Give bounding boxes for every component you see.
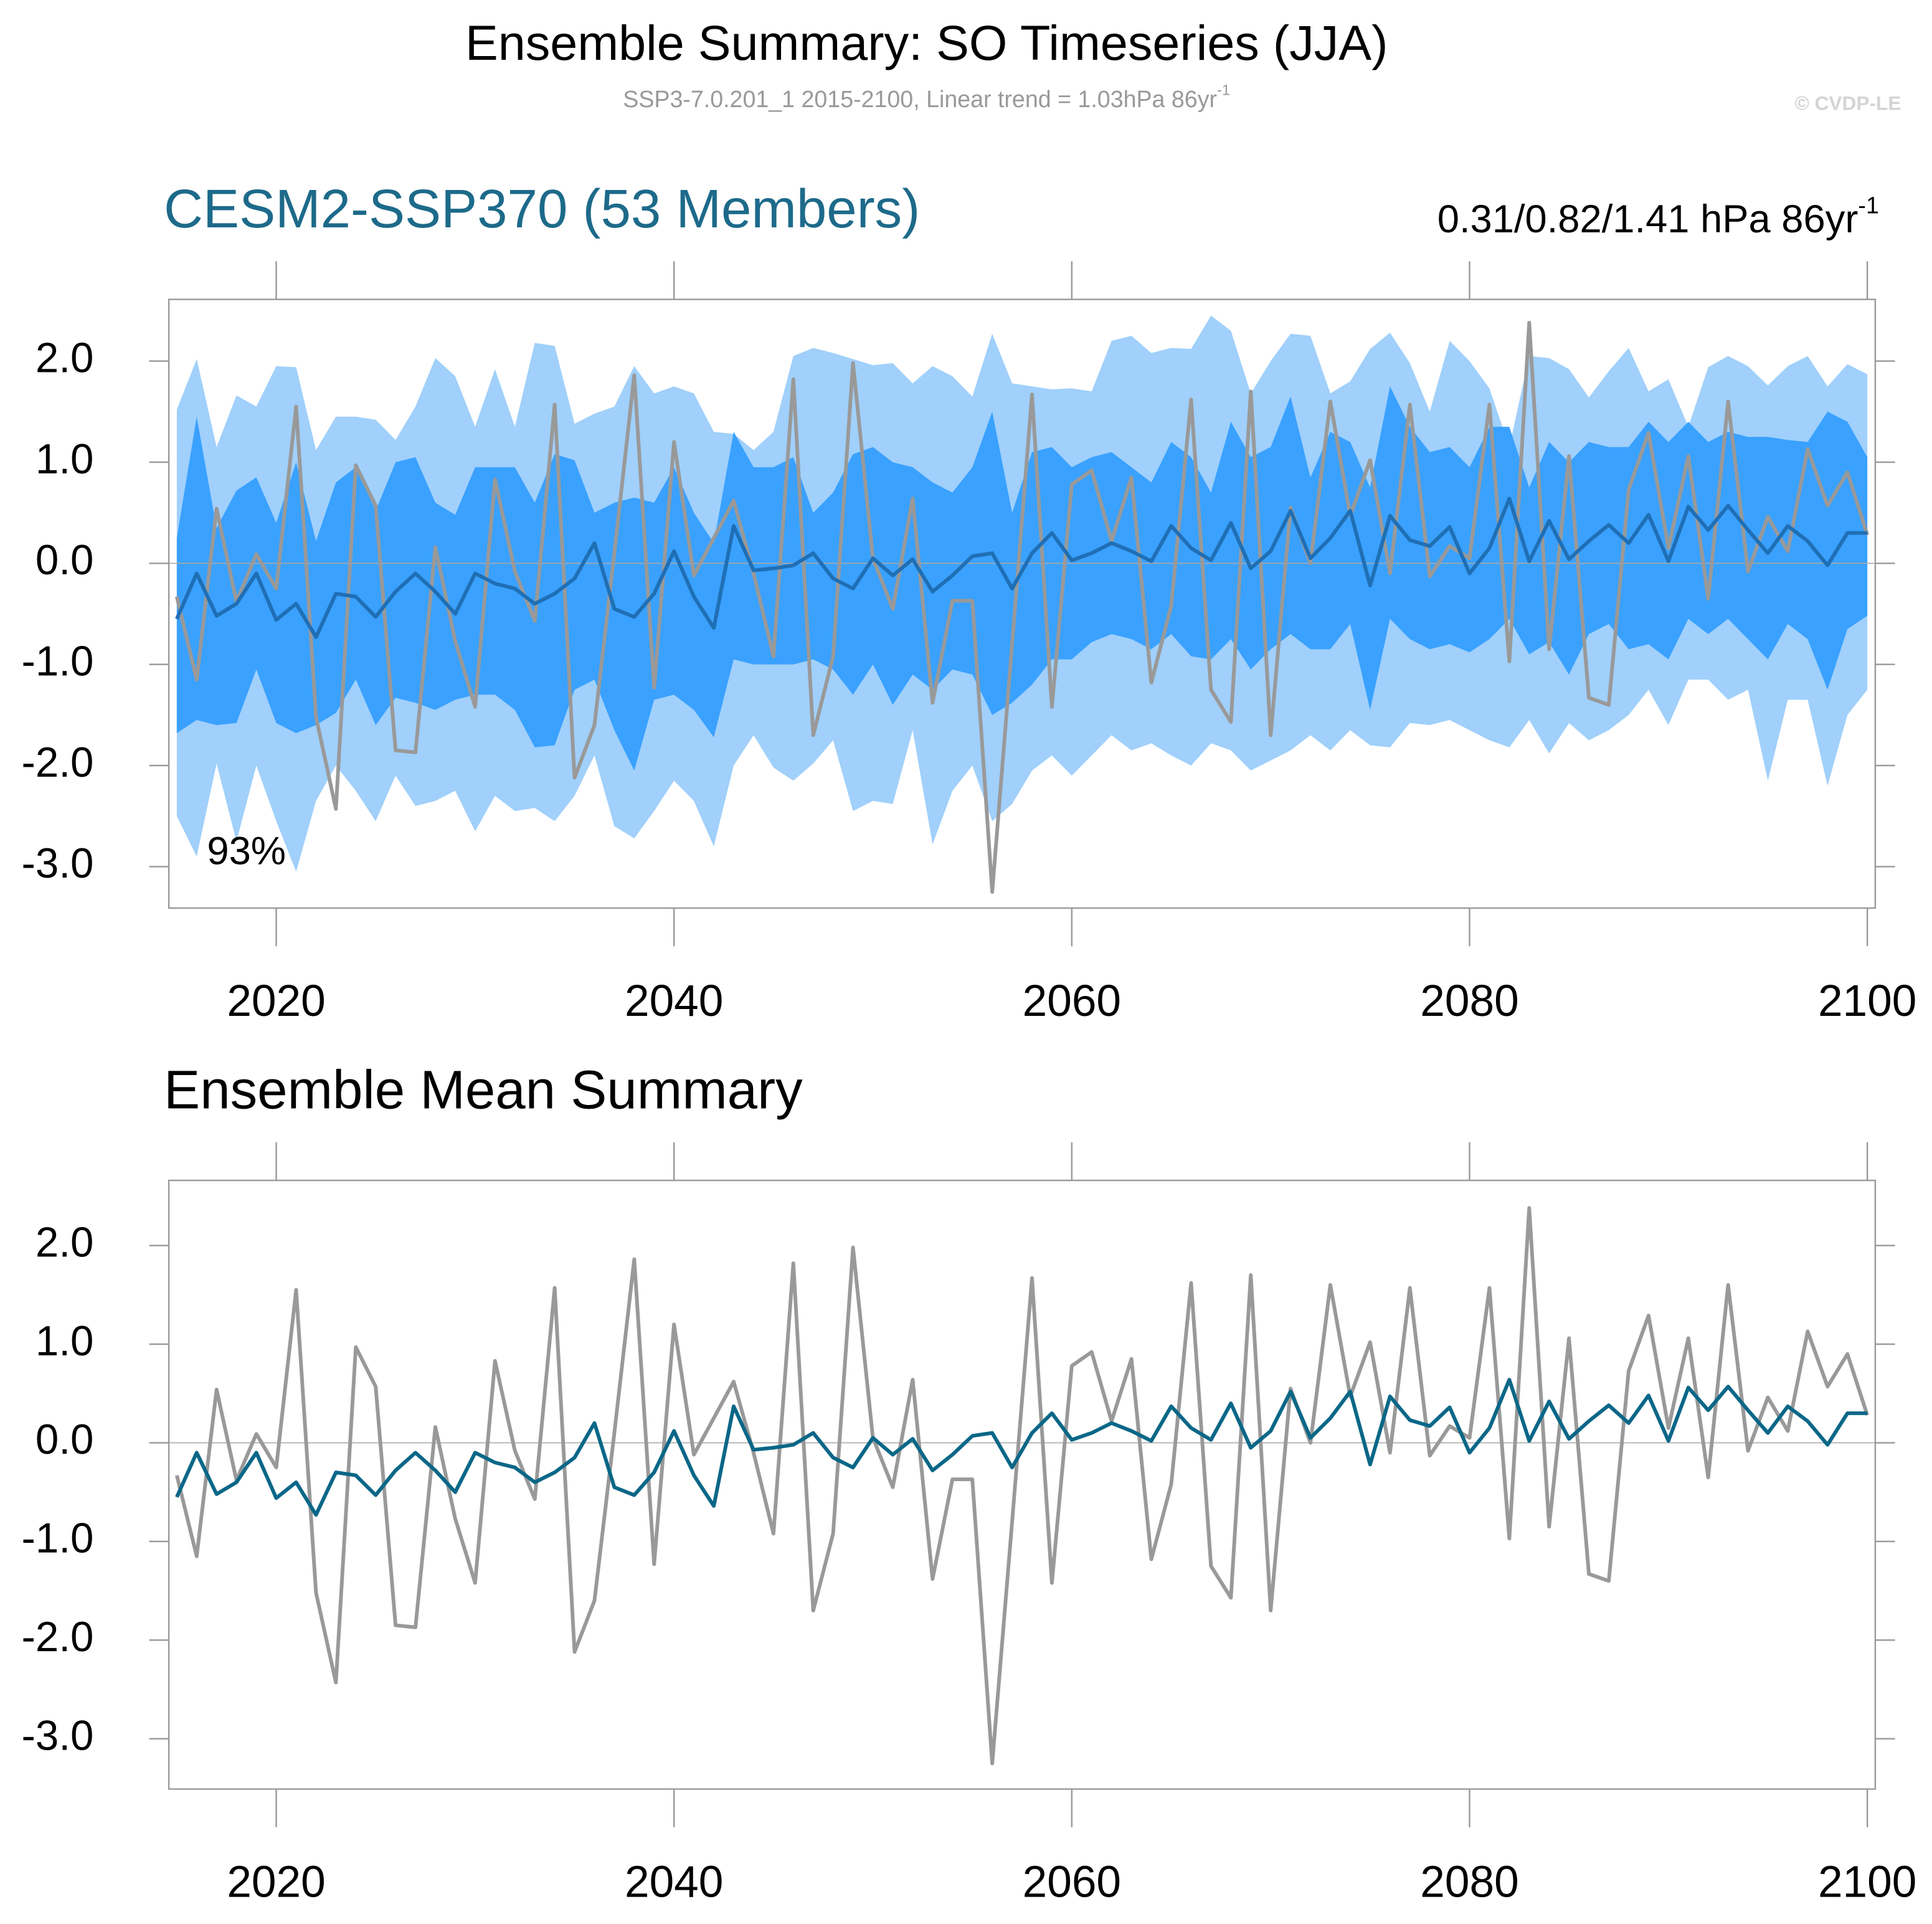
chart-title: Ensemble Mean Summary bbox=[164, 1060, 803, 1121]
y-tick-label: 1.0 bbox=[36, 1318, 93, 1365]
y-tick-label: -1.0 bbox=[22, 638, 94, 685]
x-tick-label: 2040 bbox=[625, 977, 723, 1026]
x-tick-label: 2020 bbox=[227, 1857, 325, 1907]
y-tick-label: -2.0 bbox=[22, 739, 94, 786]
y-tick-label: -2.0 bbox=[22, 1614, 94, 1661]
subtitle-text: SSP3-7.0.201_1 2015-2100, Linear trend =… bbox=[623, 86, 1217, 112]
y-tick-label: 2.0 bbox=[36, 334, 93, 381]
x-tick-label: 2100 bbox=[1818, 977, 1916, 1026]
series-line bbox=[174, 1206, 1869, 1766]
x-tick-label: 2080 bbox=[1420, 1857, 1518, 1907]
y-tick-label: 2.0 bbox=[36, 1219, 93, 1266]
series-line bbox=[175, 496, 1868, 639]
copyright: © CVDP-LE bbox=[1794, 92, 1901, 115]
right-title-superscript: -1 bbox=[1858, 192, 1878, 218]
chart-title: CESM2-SSP370 (53 Members) bbox=[164, 179, 920, 239]
chart-right-title: 0.31/0.82/1.41 hPa 86yr-1 bbox=[1437, 192, 1879, 241]
x-tick-label: 2060 bbox=[1023, 977, 1121, 1026]
plot-frame bbox=[168, 298, 1877, 909]
figure-title: Ensemble Summary: SO Timeseries (JJA) bbox=[465, 15, 1388, 70]
figure-subtitle: SSP3-7.0.201_1 2015-2100, Linear trend =… bbox=[623, 83, 1230, 112]
series-line bbox=[174, 321, 1869, 894]
plot-frame bbox=[168, 1179, 1877, 1790]
subtitle-superscript: -1 bbox=[1217, 83, 1230, 99]
y-tick-label: 0.0 bbox=[36, 1416, 93, 1463]
y-tick-label: 0.0 bbox=[36, 537, 93, 584]
y-tick-label: -3.0 bbox=[22, 840, 94, 887]
annotation: 93% bbox=[207, 830, 286, 873]
x-tick-label: 2080 bbox=[1420, 977, 1518, 1026]
x-tick-label: 2020 bbox=[227, 977, 325, 1026]
y-tick-label: 1.0 bbox=[36, 436, 93, 483]
y-tick-label: -3.0 bbox=[22, 1712, 94, 1759]
x-tick-label: 2060 bbox=[1023, 1857, 1121, 1907]
x-tick-label: 2040 bbox=[625, 1857, 723, 1907]
y-tick-label: -1.0 bbox=[22, 1515, 94, 1562]
right-title-text: 0.31/0.82/1.41 hPa 86yr bbox=[1437, 197, 1859, 241]
series-line bbox=[175, 1378, 1868, 1517]
x-tick-label: 2100 bbox=[1818, 1857, 1916, 1907]
